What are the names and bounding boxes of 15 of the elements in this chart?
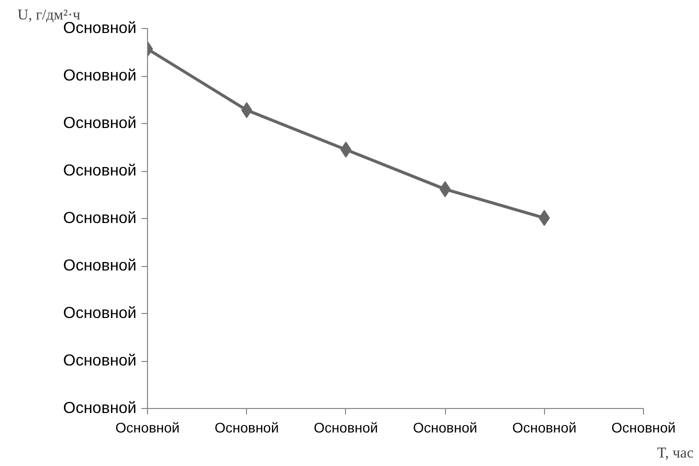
x-tick-label: Основной	[115, 420, 180, 436]
category-label: Основной	[63, 115, 137, 132]
category-label: Основной	[63, 400, 137, 417]
x-tick-label: Основной	[314, 420, 378, 436]
x-tick-label: Основной	[611, 420, 676, 436]
category-label: Основной	[63, 162, 137, 180]
category-label: Основной	[63, 352, 137, 370]
category-label: Основной	[63, 210, 137, 227]
x-tick-label: Основной	[512, 420, 576, 436]
category-label: Основной	[63, 68, 137, 84]
x-axis-title: T, час	[657, 446, 694, 462]
category-label: Основной	[63, 305, 137, 322]
x-tick-label: Основной	[214, 420, 279, 436]
category-label: Основной	[63, 258, 137, 274]
x-tick-label: Основной	[413, 420, 478, 436]
